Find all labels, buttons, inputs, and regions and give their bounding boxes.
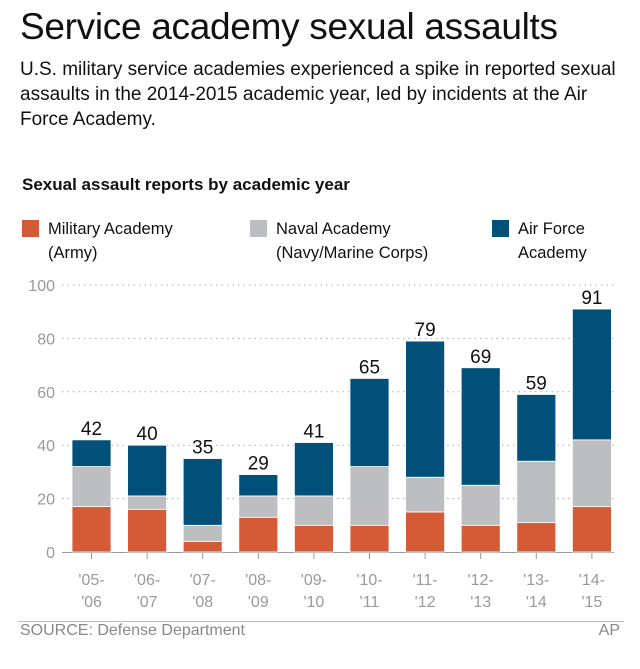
bar-segment-navy bbox=[182, 524, 223, 542]
bar-total-label: 79 bbox=[415, 320, 436, 341]
bar-segment-army bbox=[349, 524, 390, 553]
y-tick-label: 80 bbox=[37, 331, 55, 348]
bar-segment-navy bbox=[293, 495, 334, 526]
page-title: Service academy sexual assaults bbox=[20, 6, 558, 47]
x-tick-label: '13 bbox=[470, 594, 491, 611]
bar-segment-army bbox=[516, 522, 557, 553]
bar-segment-army bbox=[405, 511, 446, 553]
x-tick-label: '07- bbox=[190, 572, 216, 589]
bar-segment-army bbox=[71, 506, 112, 553]
x-tick-label: '08 bbox=[192, 594, 213, 611]
bar-total-label: 65 bbox=[359, 357, 380, 378]
x-tick-label: '15 bbox=[581, 594, 602, 611]
bar-segment-navy bbox=[349, 466, 390, 526]
x-tick-label: '12 bbox=[415, 594, 436, 611]
bar-segment-navy bbox=[516, 460, 557, 524]
y-tick-label: 40 bbox=[37, 438, 55, 455]
bar-segment-navy bbox=[405, 476, 446, 513]
x-tick-label: '07 bbox=[137, 594, 158, 611]
y-tick-label: 0 bbox=[46, 545, 55, 562]
bar-total-label: 40 bbox=[137, 424, 158, 445]
x-tick-label: '09 bbox=[248, 594, 269, 611]
y-tick-label: 100 bbox=[28, 278, 55, 295]
credit: AP bbox=[598, 622, 620, 639]
bar-total-label: 29 bbox=[248, 454, 269, 475]
x-tick-label: '12- bbox=[468, 572, 494, 589]
bar-segment-army bbox=[572, 506, 612, 553]
x-tick-label: '10- bbox=[356, 572, 382, 589]
legend-swatch-air-force bbox=[492, 220, 509, 237]
x-tick-label: '06 bbox=[81, 594, 102, 611]
bar-segment-army bbox=[460, 524, 501, 553]
bar-segment-air-force bbox=[349, 378, 390, 467]
bar-segment-army bbox=[293, 524, 334, 553]
bar-segment-air-force bbox=[238, 474, 279, 497]
bar-segment-army bbox=[127, 508, 167, 553]
x-tick-label: '10 bbox=[303, 594, 324, 611]
bar-segment-air-force bbox=[71, 439, 112, 467]
x-tick-label: '06- bbox=[134, 572, 160, 589]
bar-total-label: 41 bbox=[303, 422, 324, 443]
bar-segment-navy bbox=[127, 495, 167, 510]
bar-segment-air-force bbox=[127, 444, 167, 497]
bar-total-label: 59 bbox=[526, 373, 547, 394]
bar-segment-navy bbox=[572, 439, 612, 508]
x-tick-label: '14- bbox=[579, 572, 605, 589]
bar-total-label: 42 bbox=[81, 419, 102, 440]
x-tick-label: '11 bbox=[360, 594, 380, 611]
legend-label-air-force: Air Force Academy bbox=[518, 220, 587, 262]
chart-title: Sexual assault reports by academic year bbox=[22, 175, 350, 194]
bar-segment-army bbox=[238, 516, 279, 553]
bar-total-label: 91 bbox=[581, 288, 602, 309]
y-tick-label: 60 bbox=[37, 385, 55, 402]
bar-segment-air-force bbox=[572, 308, 612, 441]
legend-label-army: Military Academy (Army) bbox=[48, 220, 173, 262]
bar-segment-navy bbox=[238, 495, 279, 518]
x-tick-label: '08- bbox=[245, 572, 271, 589]
bar-segment-army bbox=[182, 540, 223, 553]
bar-segment-air-force bbox=[405, 340, 446, 478]
subtitle: U.S. military service academies experien… bbox=[20, 59, 616, 130]
bar-segment-air-force bbox=[516, 394, 557, 462]
bar-total-label: 35 bbox=[192, 438, 213, 459]
x-tick-label: '05- bbox=[78, 572, 104, 589]
x-tick-label: '13- bbox=[523, 572, 549, 589]
legend-swatch-army bbox=[22, 220, 39, 237]
x-tick-label: '09- bbox=[301, 572, 327, 589]
bar-segment-air-force bbox=[460, 367, 501, 486]
y-tick-label: 20 bbox=[37, 492, 55, 509]
footer-divider bbox=[18, 621, 624, 622]
x-tick-label: '14 bbox=[526, 594, 547, 611]
bar-total-label: 69 bbox=[470, 347, 491, 368]
bar-segment-navy bbox=[71, 466, 112, 508]
x-tick-label: '11- bbox=[413, 572, 438, 589]
legend-label-navy: Naval Academy (Navy/Marine Corps) bbox=[276, 220, 429, 262]
bar-segment-navy bbox=[460, 484, 501, 526]
bar-segment-air-force bbox=[293, 442, 334, 497]
legend-swatch-navy bbox=[250, 220, 267, 237]
bar-segment-air-force bbox=[182, 458, 223, 526]
source-note: SOURCE: Defense Department bbox=[20, 622, 245, 639]
